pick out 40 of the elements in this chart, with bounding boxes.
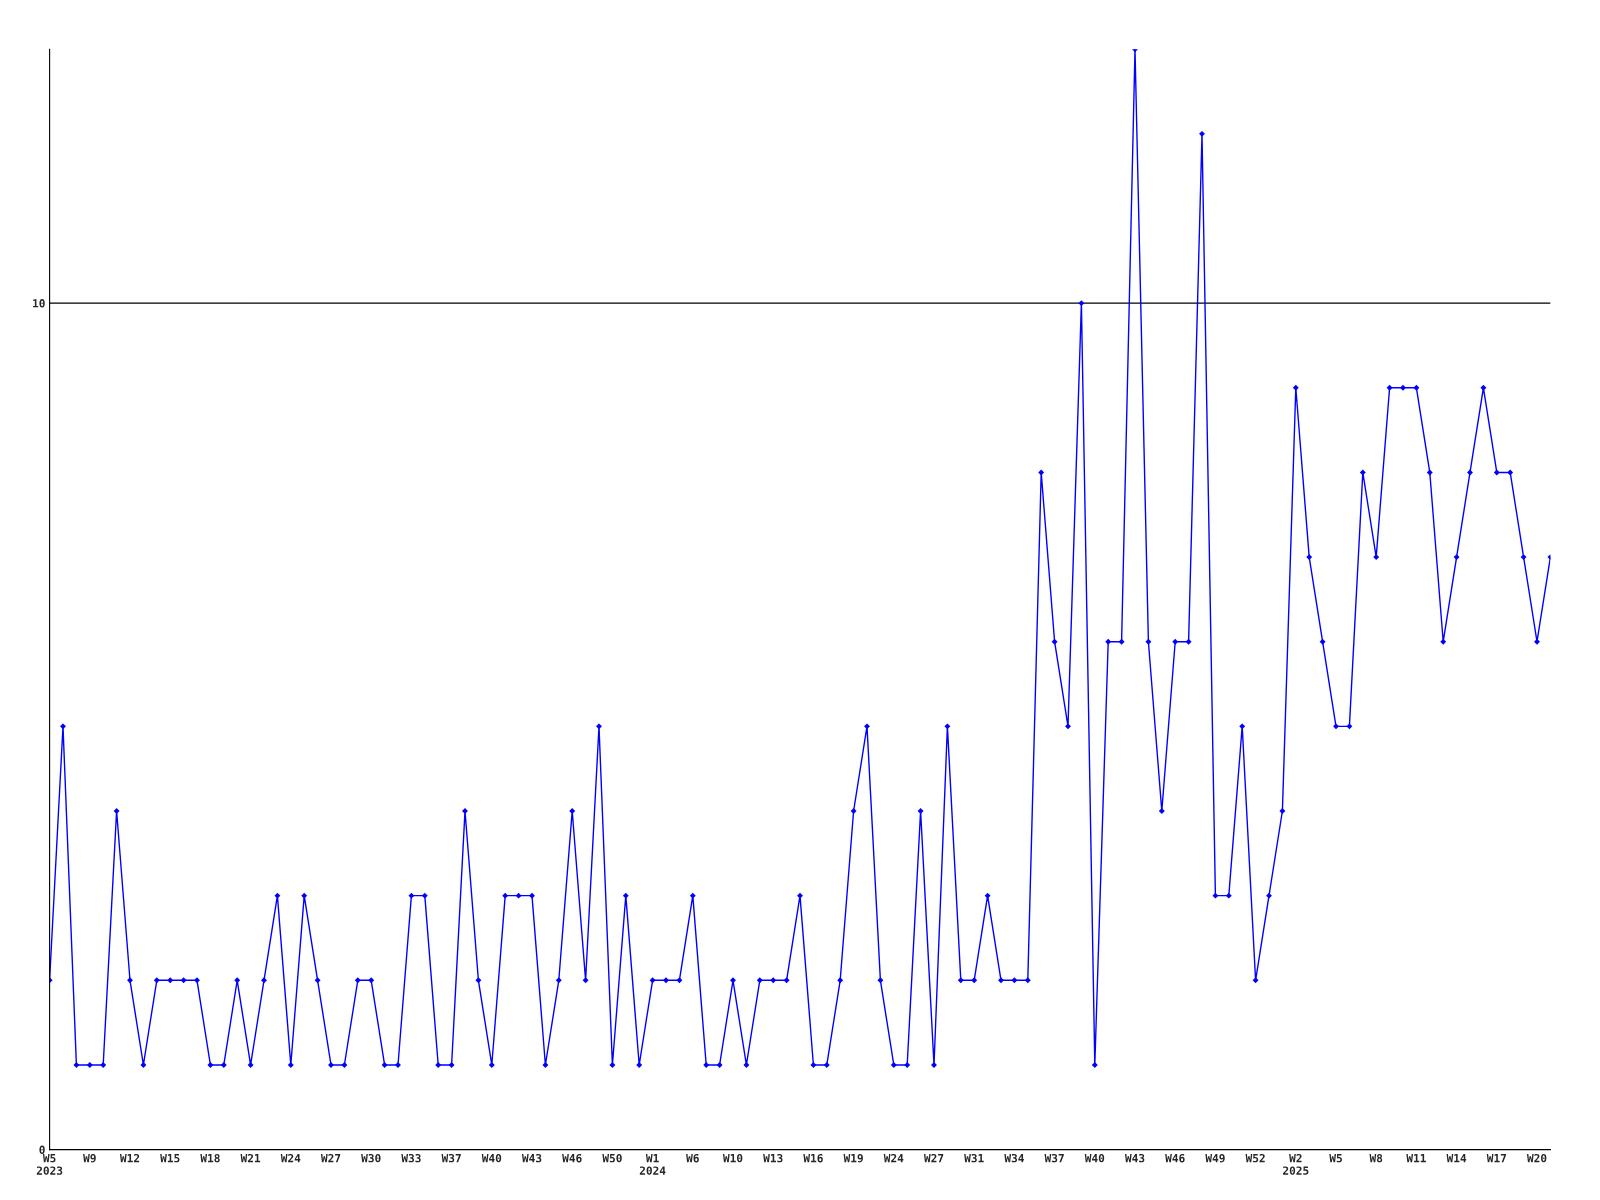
y-tick-label: 10 — [33, 299, 45, 308]
x-tick-label: W46 — [562, 1153, 582, 1163]
x-tick-label: W18 — [200, 1153, 220, 1163]
x-tick-label: W30 — [361, 1153, 381, 1163]
x-tick-label: W43 — [521, 1153, 542, 1163]
x-tick-label: W52 — [1245, 1153, 1265, 1163]
x-tick-label: W43 — [1124, 1153, 1145, 1163]
x-tick-label: W33 — [401, 1153, 421, 1163]
x-tick-label: W8 — [1369, 1153, 1383, 1163]
x-tick-label: W24 — [280, 1153, 301, 1163]
y-tick-label: 0 — [39, 1145, 45, 1154]
x-tick-label: W24 — [883, 1153, 904, 1163]
x-tick-label: W9 — [83, 1154, 96, 1163]
x-tick-label: W40 — [481, 1153, 502, 1163]
x-tick-label: W13 — [763, 1153, 783, 1163]
x-tick-label: W15 — [160, 1154, 180, 1163]
x-tick-label: W5 — [1329, 1154, 1342, 1163]
x-tick-label: W6 — [686, 1153, 699, 1163]
x-tick-label: W40 — [1084, 1153, 1105, 1163]
x-tick-label: W37 — [1044, 1153, 1064, 1163]
x-tick-label: W5 2023 — [36, 1154, 63, 1175]
x-tick-label: W1 2024 — [639, 1154, 666, 1175]
x-tick-label: W49 — [1205, 1154, 1225, 1163]
x-tick-label: W20 — [1526, 1153, 1547, 1163]
x-tick-label: W10 — [722, 1153, 743, 1163]
x-tick-label: W27 — [923, 1153, 944, 1163]
x-tick-label: W31 — [964, 1153, 984, 1163]
x-tick-label: W12 — [119, 1153, 140, 1163]
x-tick-label: W11 — [1406, 1154, 1426, 1163]
x-tick-label: W46 — [1165, 1153, 1185, 1163]
x-tick-label: W21 — [240, 1153, 261, 1163]
x-tick-label: W50 — [602, 1153, 622, 1163]
x-tick-label: W37 — [441, 1153, 461, 1163]
x-tick-label: W19 — [843, 1154, 863, 1163]
x-tick-label: W14 — [1446, 1154, 1467, 1163]
x-tick-label: W27 — [320, 1153, 341, 1163]
x-tick-label: W2 2025 — [1283, 1153, 1309, 1175]
x-tick-label: W17 — [1486, 1154, 1506, 1163]
x-tick-label: W16 — [803, 1153, 823, 1163]
x-tick-label: W34 — [1004, 1153, 1024, 1163]
